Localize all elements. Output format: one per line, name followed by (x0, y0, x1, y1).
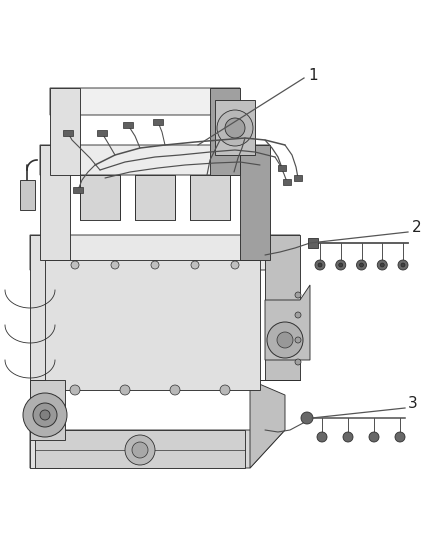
Polygon shape (265, 235, 300, 380)
Polygon shape (30, 430, 285, 468)
Polygon shape (283, 179, 291, 185)
Circle shape (369, 432, 379, 442)
Circle shape (217, 110, 253, 146)
Circle shape (70, 385, 80, 395)
Polygon shape (123, 122, 133, 128)
Circle shape (301, 412, 313, 424)
Polygon shape (30, 380, 60, 468)
Polygon shape (210, 88, 240, 175)
Circle shape (380, 263, 384, 267)
Polygon shape (50, 88, 240, 115)
Circle shape (295, 292, 301, 298)
Circle shape (71, 261, 79, 269)
Polygon shape (45, 260, 260, 390)
Polygon shape (63, 130, 73, 136)
Circle shape (111, 261, 119, 269)
Polygon shape (250, 380, 285, 468)
Circle shape (336, 260, 346, 270)
Polygon shape (30, 235, 60, 380)
Polygon shape (215, 100, 255, 155)
Circle shape (225, 118, 245, 138)
Polygon shape (20, 180, 35, 210)
Circle shape (357, 260, 367, 270)
Circle shape (191, 261, 199, 269)
Text: 1: 1 (308, 68, 318, 83)
Circle shape (231, 261, 239, 269)
Circle shape (395, 432, 405, 442)
Circle shape (40, 410, 50, 420)
Circle shape (315, 260, 325, 270)
Circle shape (401, 263, 405, 267)
Circle shape (132, 442, 148, 458)
Circle shape (277, 332, 293, 348)
Polygon shape (294, 175, 302, 181)
Circle shape (170, 385, 180, 395)
Circle shape (120, 385, 130, 395)
Circle shape (267, 322, 303, 358)
Circle shape (295, 359, 301, 365)
Circle shape (23, 393, 67, 437)
Circle shape (220, 385, 230, 395)
Polygon shape (73, 187, 83, 193)
Circle shape (33, 403, 57, 427)
Polygon shape (30, 235, 300, 270)
Circle shape (151, 261, 159, 269)
Polygon shape (308, 238, 318, 248)
Circle shape (377, 260, 387, 270)
Circle shape (295, 312, 301, 318)
Polygon shape (153, 119, 163, 125)
Polygon shape (40, 145, 270, 175)
Circle shape (318, 263, 322, 267)
Polygon shape (278, 165, 286, 171)
Polygon shape (30, 380, 65, 440)
Polygon shape (97, 130, 107, 136)
Circle shape (360, 263, 364, 267)
Polygon shape (265, 285, 310, 360)
Polygon shape (35, 430, 245, 468)
Text: 2: 2 (412, 221, 422, 236)
Circle shape (339, 263, 343, 267)
Polygon shape (240, 145, 270, 260)
Polygon shape (80, 175, 120, 220)
Polygon shape (40, 145, 70, 260)
Circle shape (295, 337, 301, 343)
Polygon shape (135, 175, 175, 220)
Text: 3: 3 (408, 395, 418, 410)
Circle shape (398, 260, 408, 270)
Circle shape (317, 432, 327, 442)
Circle shape (343, 432, 353, 442)
Polygon shape (50, 88, 80, 175)
Circle shape (125, 435, 155, 465)
Polygon shape (190, 175, 230, 220)
